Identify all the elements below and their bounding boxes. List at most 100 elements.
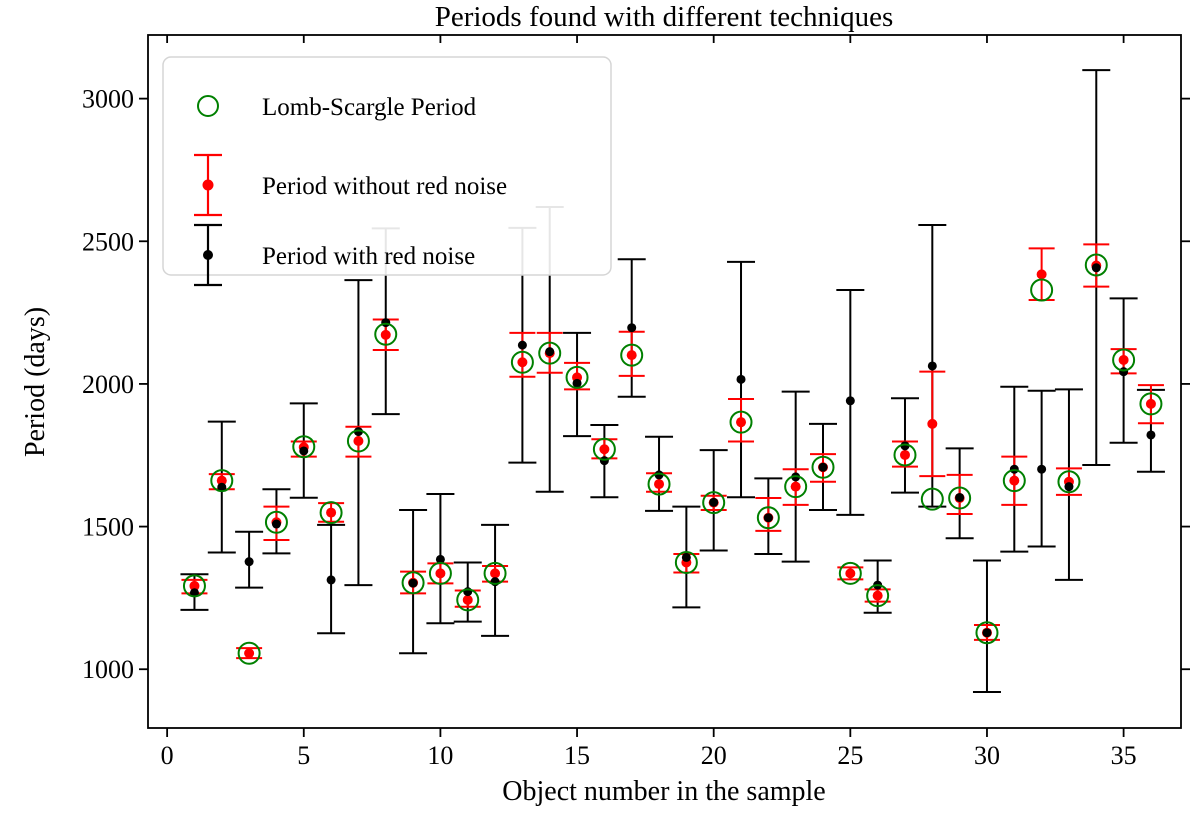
x-tick-label-35: 35 [1111, 741, 1137, 770]
rednoise-point-34 [1091, 263, 1101, 273]
rednoise-point-5 [299, 446, 309, 456]
noise-free-point-8 [380, 329, 391, 340]
legend: Lomb-Scargle Period Period without red n… [162, 56, 612, 287]
noise-free-point-13 [517, 357, 528, 368]
rednoise-point-35 [1119, 367, 1129, 377]
lomb-scargle-point-2 [210, 469, 234, 493]
x-tick-label-20: 20 [701, 741, 727, 770]
lomb-scargle-point-4 [264, 510, 288, 534]
legend-red-noise-icon [194, 223, 222, 287]
noise-free-point-7 [353, 435, 364, 446]
noise-free-point-28 [927, 418, 938, 429]
rednoise-point-27 [900, 441, 910, 451]
lomb-scargle-point-14 [538, 341, 562, 365]
lomb-scargle-point-1 [182, 574, 206, 598]
rednoise-point-21 [736, 374, 746, 384]
rednoise-point-28 [927, 361, 937, 371]
lomb-scargle-point-23 [784, 475, 808, 499]
lomb-scargle-point-24 [811, 455, 835, 479]
x-tick-label-30: 30 [974, 741, 1000, 770]
lomb-scargle-point-27 [893, 443, 917, 467]
noise-free-point-32 [1036, 269, 1047, 280]
noise-free-point-6 [326, 507, 337, 518]
rednoise-point-30 [982, 628, 992, 638]
lomb-scargle-point-29 [948, 486, 972, 510]
lomb-scargle-point-31 [1002, 469, 1026, 493]
noise-free-point-26 [872, 590, 883, 601]
legend-label-no-red-noise: Period without red noise [262, 173, 507, 200]
rednoise-point-24 [818, 462, 828, 472]
lomb-scargle-point-6 [319, 501, 343, 525]
noise-free-point-31 [1009, 475, 1020, 486]
rednoise-point-13 [517, 340, 527, 350]
x-tick-label-15: 15 [564, 741, 590, 770]
lomb-scargle-point-7 [346, 429, 370, 453]
noise-free-point-35 [1118, 354, 1129, 365]
lomb-scargle-point-30 [975, 621, 999, 645]
rednoise-point-6 [326, 575, 336, 585]
rednoise-point-36 [1146, 430, 1156, 440]
rednoise-point-4 [271, 519, 281, 529]
rednoise-point-7 [353, 427, 363, 437]
noise-free-point-2 [216, 475, 227, 486]
y-tick-label-3000: 3000 [82, 85, 134, 114]
rednoise-point-10 [435, 554, 445, 564]
lomb-scargle-point-8 [374, 322, 398, 346]
y-tick-label-2000: 2000 [82, 370, 134, 399]
rednoise-point-3 [244, 557, 254, 567]
lomb-scargle-point-28 [920, 487, 944, 511]
x-tick-label-25: 25 [837, 741, 863, 770]
lomb-scargle-point-16 [592, 437, 616, 461]
series-period-with-red-noise-markers [189, 263, 1156, 638]
lomb-scargle-point-20 [702, 491, 726, 515]
rednoise-point-25 [845, 396, 855, 406]
rednoise-point-20 [709, 497, 719, 507]
y-tick-label-2500: 2500 [82, 227, 134, 256]
series-lomb-scargle [182, 253, 1163, 665]
y-tick-label-1500: 1500 [82, 513, 134, 542]
noise-free-point-3 [244, 648, 255, 659]
rednoise-point-17 [627, 323, 637, 333]
lomb-scargle-point-15 [565, 365, 589, 389]
noise-free-point-12 [490, 568, 501, 579]
rednoise-point-32 [1037, 464, 1047, 474]
rednoise-point-18 [654, 470, 664, 480]
lomb-scargle-point-10 [428, 561, 452, 585]
rednoise-point-22 [763, 513, 773, 523]
rednoise-point-9 [408, 578, 418, 588]
y-tick-label-1000: 1000 [82, 655, 134, 684]
noise-free-point-16 [599, 444, 610, 455]
rednoise-point-33 [1064, 482, 1074, 492]
rednoise-point-2 [217, 482, 227, 492]
lomb-scargle-point-3 [237, 641, 261, 665]
noise-free-point-11 [462, 594, 473, 605]
lomb-scargle-point-17 [620, 343, 644, 367]
noise-free-point-17 [626, 350, 637, 361]
lomb-scargle-point-18 [647, 472, 671, 496]
chart-title: Periods found with different techniques [435, 1, 894, 33]
noise-free-point-10 [435, 568, 446, 579]
rednoise-point-29 [955, 492, 965, 502]
rednoise-point-15 [572, 378, 582, 388]
rednoise-point-19 [681, 552, 691, 562]
lomb-scargle-point-36 [1139, 392, 1163, 416]
lomb-scargle-point-9 [401, 571, 425, 595]
lomb-scargle-point-34 [1084, 253, 1108, 277]
x-axis-label: Object number in the sample [502, 776, 825, 807]
noise-free-point-1 [189, 580, 200, 591]
noise-free-point-18 [654, 479, 665, 490]
rednoise-point-14 [545, 347, 555, 357]
lomb-scargle-point-26 [866, 584, 890, 608]
lomb-scargle-point-11 [456, 588, 480, 612]
rednoise-point-1 [189, 588, 199, 598]
legend-no-red-noise-icon [194, 153, 222, 217]
lomb-scargle-point-13 [510, 350, 534, 374]
noise-free-point-25 [845, 568, 856, 579]
legend-lomb-scargle-icon [197, 95, 219, 117]
y-axis-label: Period (days) [20, 307, 51, 457]
x-tick-label-10: 10 [427, 741, 453, 770]
lomb-scargle-point-12 [483, 561, 507, 585]
noise-free-point-21 [736, 417, 747, 428]
